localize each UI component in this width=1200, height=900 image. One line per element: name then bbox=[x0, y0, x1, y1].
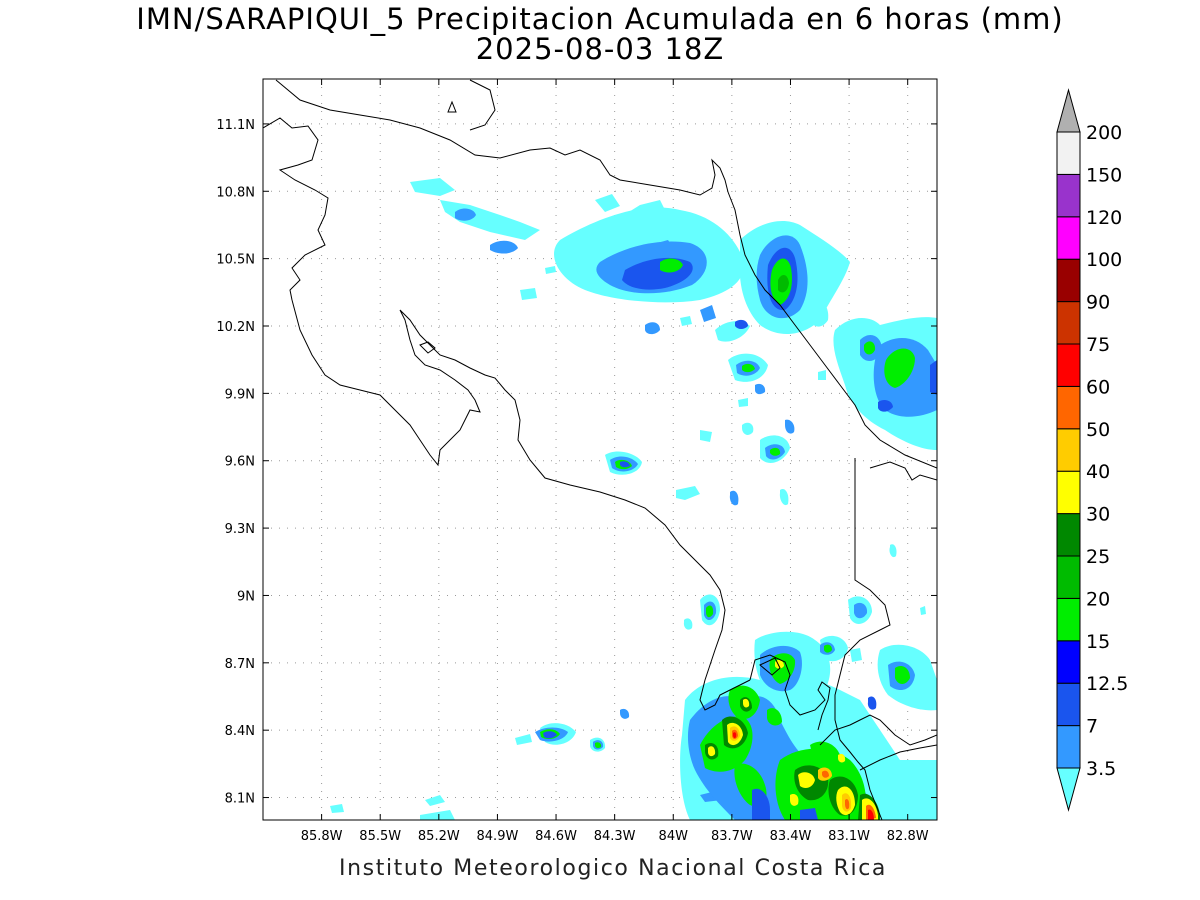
colorbar-swatch bbox=[1056, 725, 1081, 769]
colorbar-swatch bbox=[1056, 216, 1081, 260]
rain-cluster-north-band bbox=[410, 178, 744, 303]
colorbar-swatch bbox=[1056, 513, 1081, 557]
rain-cluster-northeast bbox=[645, 220, 850, 342]
y-tick-label: 10.2N bbox=[216, 320, 255, 335]
colorbar-label: 3.5 bbox=[1086, 758, 1116, 780]
nicoya-gulf-island bbox=[419, 341, 436, 354]
lake-nicaragua-north-shore bbox=[469, 79, 496, 131]
colorbar-label: 7 bbox=[1086, 716, 1098, 738]
y-tick-label: 10.8N bbox=[216, 185, 255, 200]
colorbar-label: 75 bbox=[1086, 334, 1110, 356]
colorbar-label: 25 bbox=[1086, 546, 1110, 568]
x-tick-label: 83.4W bbox=[770, 829, 812, 844]
colorbar-label: 50 bbox=[1086, 419, 1110, 441]
colorbar-swatch bbox=[1056, 555, 1081, 599]
osa-peninsula bbox=[749, 654, 831, 731]
colorbar-swatch bbox=[1056, 343, 1081, 387]
x-tick-label: 84.6W bbox=[535, 829, 577, 844]
y-tick-label: 8.1N bbox=[225, 792, 255, 807]
x-tick-label: 85.2W bbox=[418, 829, 460, 844]
x-tick-label: 84.3W bbox=[594, 829, 636, 844]
colorbar-label: 60 bbox=[1086, 376, 1110, 398]
nicaragua-pacific-coast bbox=[263, 117, 329, 301]
x-tick-label: 83.1W bbox=[828, 829, 870, 844]
lake-nicaragua-shore bbox=[275, 79, 729, 196]
longitude-axis: 85.8W 85.5W 85.2W 84.9W 84.6W 84.3W 84W 83.7W 83… bbox=[301, 79, 929, 844]
colorbar-swatch bbox=[1056, 597, 1081, 642]
y-tick-label: 9.3N bbox=[225, 522, 255, 537]
colorbar-label: 30 bbox=[1086, 504, 1110, 526]
colorbar-swatch bbox=[1056, 385, 1081, 430]
panama-bocas-coast bbox=[869, 461, 937, 481]
colorbar-label: 100 bbox=[1086, 249, 1122, 271]
y-tick-label: 9.9N bbox=[225, 387, 255, 402]
rain-cluster-central bbox=[605, 353, 897, 558]
colorbar-swatch bbox=[1056, 428, 1081, 472]
x-tick-label: 84.9W bbox=[477, 829, 519, 844]
colorbar-swatch bbox=[1056, 682, 1081, 727]
x-tick-label: 85.8W bbox=[301, 829, 343, 844]
footer-credit: Instituto Meteorologico Nacional Costa R… bbox=[339, 856, 887, 881]
map-datetime: 2025-08-03 18Z bbox=[475, 32, 725, 66]
y-tick-label: 9N bbox=[237, 589, 255, 604]
map-plot-area bbox=[262, 78, 938, 821]
coastlines-borders bbox=[263, 79, 937, 820]
y-tick-label: 8.7N bbox=[225, 657, 255, 672]
panama-border bbox=[834, 458, 891, 820]
burica-coast bbox=[859, 744, 937, 771]
y-tick-label: 11.1N bbox=[216, 118, 255, 133]
colorbar-swatch bbox=[1056, 640, 1081, 684]
colorbar-label: 12.5 bbox=[1086, 673, 1128, 695]
colorbar-swatch bbox=[1056, 258, 1081, 303]
colorbar-label: 20 bbox=[1086, 588, 1110, 610]
map-title: IMN/SARAPIQUI_5 Precipitacion Acumulada … bbox=[136, 2, 1064, 36]
x-tick-label: 82.8W bbox=[887, 829, 929, 844]
golfo-dulce bbox=[759, 657, 781, 676]
colorbar-label: 150 bbox=[1086, 164, 1122, 186]
colorbar-label: 200 bbox=[1086, 122, 1122, 144]
colorbar-label: 90 bbox=[1086, 292, 1110, 314]
precipitation-field bbox=[330, 178, 937, 820]
colorbar-swatch bbox=[1056, 173, 1081, 218]
y-tick-label: 8.4N bbox=[225, 724, 255, 739]
map-frame bbox=[262, 78, 938, 821]
latitude-axis: 8.1N 8.4N 8.7N 9N 9.3N 9.6N 9.9N 10.2N 10.5N 10.8… bbox=[216, 118, 937, 807]
pacific-coast-guanacaste bbox=[291, 299, 751, 711]
y-tick-label: 9.6N bbox=[225, 455, 255, 470]
lake-island bbox=[447, 100, 457, 113]
rain-cluster-south bbox=[330, 594, 937, 820]
colorbar-swatch bbox=[1056, 470, 1081, 515]
y-tick-label: 10.5N bbox=[216, 253, 255, 268]
colorbar-top-arrow bbox=[1056, 88, 1081, 133]
colorbar-label: 120 bbox=[1086, 207, 1122, 229]
colorbar-swatch bbox=[1056, 301, 1081, 345]
x-tick-label: 85.5W bbox=[359, 829, 401, 844]
border-inland bbox=[819, 714, 937, 746]
san-juan-river-border bbox=[727, 191, 937, 469]
colorbar-swatch bbox=[1056, 131, 1081, 175]
colorbar-label: 15 bbox=[1086, 631, 1110, 653]
x-tick-label: 84W bbox=[659, 829, 689, 844]
colorbar-legend: 3.5 7 12.5 15 20 25 30 40 50 60 75 90 100 120 150 200 bbox=[1056, 88, 1128, 812]
colorbar-label: 40 bbox=[1086, 461, 1110, 483]
x-tick-label: 83.7W bbox=[711, 829, 753, 844]
rain-cluster-east-coast bbox=[833, 317, 937, 450]
colorbar-bottom-arrow bbox=[1056, 767, 1081, 812]
